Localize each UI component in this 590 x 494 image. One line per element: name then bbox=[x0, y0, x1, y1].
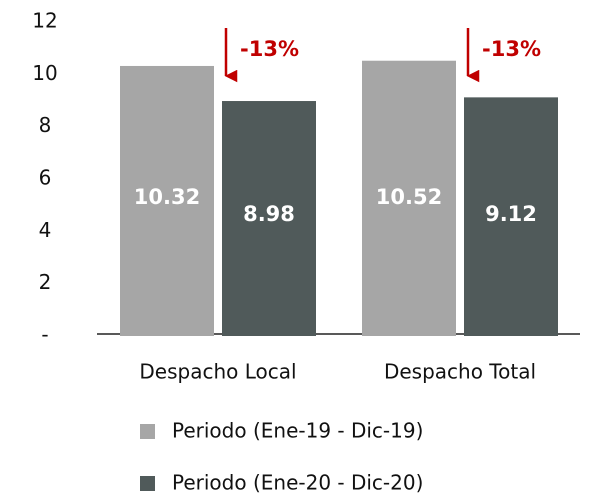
y-tick-label: 4 bbox=[39, 218, 52, 242]
y-tick-label: 12 bbox=[32, 9, 57, 33]
data-label: 10.52 bbox=[376, 185, 442, 209]
legend-label: Periodo (Ene-20 - Dic-20) bbox=[172, 471, 423, 494]
data-label: 10.32 bbox=[134, 185, 200, 209]
bar bbox=[464, 97, 558, 336]
annotation: -13% bbox=[240, 37, 299, 61]
bar bbox=[222, 101, 316, 336]
legend-swatch bbox=[140, 476, 155, 491]
bar bbox=[120, 65, 214, 337]
y-tick-label: 2 bbox=[39, 270, 52, 294]
annotation: -13% bbox=[482, 37, 541, 61]
y-tick-label: 6 bbox=[39, 166, 52, 190]
y-tick-label: 10 bbox=[32, 61, 57, 85]
x-tick-label: Despacho Local bbox=[139, 360, 296, 384]
data-label: 8.98 bbox=[243, 202, 295, 226]
y-tick-label: 8 bbox=[39, 113, 52, 137]
data-label: 9.12 bbox=[485, 202, 537, 226]
legend-label: Periodo (Ene-19 - Dic-19) bbox=[172, 419, 423, 443]
bar bbox=[362, 60, 456, 337]
y-tick-label: - bbox=[41, 323, 48, 347]
legend-swatch bbox=[140, 424, 155, 439]
x-tick-label: Despacho Total bbox=[384, 360, 536, 384]
